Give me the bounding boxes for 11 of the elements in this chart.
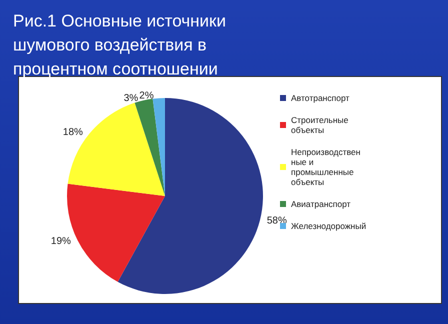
data-label: 3%	[124, 92, 138, 104]
data-label: 58%	[266, 215, 287, 226]
legend-label: Авиатранспорт	[291, 199, 351, 209]
data-label: 2%	[139, 90, 154, 102]
data-label: 18%	[62, 126, 84, 138]
data-label: 19%	[50, 236, 72, 247]
legend-label: Непроизводственные и промышленные объекты	[291, 147, 361, 187]
legend-label: Строительные объекты	[291, 115, 351, 135]
chart-title: Рис.1 Основные источники шумового воздействия в процентном соотношении	[13, 12, 231, 78]
legend-label: Железнодорожный	[291, 221, 366, 231]
legend-label: Автотранспорт	[291, 93, 350, 103]
